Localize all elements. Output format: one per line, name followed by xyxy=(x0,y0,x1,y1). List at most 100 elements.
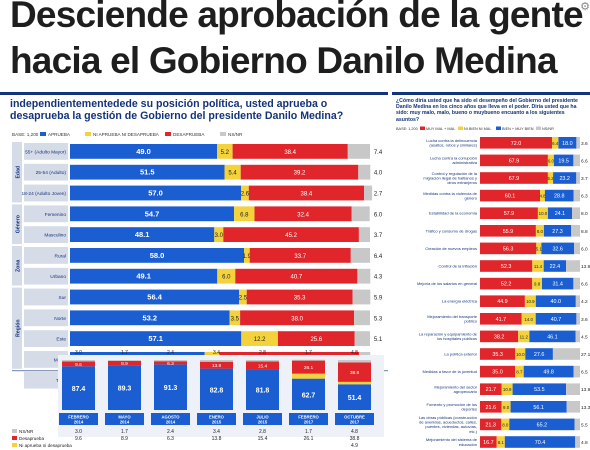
bar-segment xyxy=(277,331,355,346)
data-label: 40.7 xyxy=(291,275,303,281)
bar-segment xyxy=(241,331,278,346)
group-band xyxy=(12,142,22,203)
data-label: 14.0 xyxy=(524,317,533,322)
data-label: 25.6 xyxy=(310,337,322,343)
bar-segment xyxy=(70,268,218,284)
data-label: 53.5 xyxy=(534,387,545,393)
data-label: 18.0 xyxy=(562,141,573,147)
month-band xyxy=(59,413,98,425)
bar-segment xyxy=(501,383,513,395)
group-band xyxy=(12,204,22,244)
bar-segment xyxy=(480,313,522,325)
data-label: 5.9 xyxy=(374,296,383,302)
category-label: Estabilidad de la economía xyxy=(429,211,478,216)
trend-legend-value: 1.7 xyxy=(121,429,128,435)
trend-legend-value: 4.9 xyxy=(351,443,358,449)
bar-segment xyxy=(254,206,352,222)
data-label: 6.3 xyxy=(581,194,588,200)
data-label: 16.7 xyxy=(483,440,494,446)
base-label: BASE: 1,200 xyxy=(396,127,418,131)
legend-label: DESAPRUEBA xyxy=(173,132,205,137)
performance-question: ¿Cómo diría usted que ha sido el desempe… xyxy=(396,98,578,123)
bar-segment xyxy=(352,289,371,305)
data-label: 5.1 xyxy=(374,337,383,343)
data-label: 10.9 xyxy=(526,299,535,304)
trend-bar-segment xyxy=(338,381,371,385)
category-label: género xyxy=(465,195,478,200)
data-label: 6.6 xyxy=(581,158,588,164)
trend-bar-segment xyxy=(62,361,95,367)
month-band xyxy=(243,413,282,425)
data-label: 57.9 xyxy=(504,211,515,217)
bar-segment xyxy=(239,289,247,305)
bar-segment xyxy=(575,436,580,448)
data-label: 5.1 xyxy=(536,246,543,251)
bar-segment xyxy=(217,144,233,159)
bar-segment xyxy=(480,330,519,343)
trend-bar-segment xyxy=(246,361,279,370)
bar-segment xyxy=(354,331,370,346)
data-label: 8.0 xyxy=(537,229,544,234)
gear-icon[interactable]: ⚙ xyxy=(580,1,590,13)
bar-segment xyxy=(235,268,358,284)
category-label: Medidas contra la violencia de xyxy=(423,191,478,196)
trend-legend-value: 2.4 xyxy=(167,429,174,435)
bar-segment xyxy=(480,242,537,255)
category-label: educación xyxy=(459,442,477,447)
trend-bar-segment xyxy=(200,368,233,410)
category-band xyxy=(24,143,68,160)
year-label: 2015 xyxy=(258,420,268,425)
bar-segment xyxy=(552,348,580,360)
year-label: 2014 xyxy=(166,420,176,425)
bar-segment xyxy=(535,313,577,325)
month-band xyxy=(105,413,144,425)
data-label: 52.3 xyxy=(501,264,512,270)
bar-segment xyxy=(518,330,530,343)
bar-segment xyxy=(572,207,580,219)
bar-segment xyxy=(543,260,567,272)
bar-segment xyxy=(480,418,502,431)
bar-segment xyxy=(521,313,536,325)
bar-segment xyxy=(480,295,525,307)
data-label: 13.9 xyxy=(581,387,590,393)
data-label: 60.1 xyxy=(505,194,516,200)
trend-data-label: 89.3 xyxy=(118,386,132,393)
bar-segment xyxy=(241,185,249,201)
category-band xyxy=(24,288,68,306)
data-label: 49.8 xyxy=(543,370,554,376)
data-label: 24.1 xyxy=(555,211,566,217)
legend-label: NI APRUEBA NI DESAPRUEBA xyxy=(93,132,160,137)
data-label: 38.0 xyxy=(291,316,303,322)
bar-segment xyxy=(70,331,242,346)
approval-question: independientementedede su posición polít… xyxy=(10,98,344,122)
bar-segment xyxy=(70,310,230,326)
group-band xyxy=(12,246,22,286)
bar-segment xyxy=(357,268,371,284)
legend-swatch xyxy=(85,132,91,136)
bar-segment xyxy=(525,348,553,360)
trend-legend-value: 8.9 xyxy=(121,436,128,442)
bar-segment xyxy=(575,295,580,307)
trend-bar-segment xyxy=(154,364,187,410)
bar-segment xyxy=(547,207,572,219)
category-label: Control y regulación de la xyxy=(432,171,478,176)
bar-segment xyxy=(480,436,497,448)
year-label: 2017 xyxy=(304,420,314,425)
data-label: 48.1 xyxy=(135,230,150,239)
month-label: AGOSTO xyxy=(161,415,180,420)
category-band xyxy=(24,163,68,181)
data-label: 32.6 xyxy=(552,246,563,252)
bar-segment xyxy=(515,365,524,378)
data-label: 6.6 xyxy=(581,282,588,288)
bar-segment xyxy=(541,242,574,255)
legend-label: MUY MAL + MAL xyxy=(426,127,455,131)
month-label: FEBRERO xyxy=(68,415,89,420)
data-label: 5.5 xyxy=(581,422,588,428)
category-label: Las obras públicas (construcción xyxy=(419,415,477,420)
data-label: 19.5 xyxy=(558,158,569,164)
month-label: OCTUBRE xyxy=(344,415,365,420)
data-label: 57.1 xyxy=(148,334,163,343)
category-label: Rural xyxy=(55,253,66,259)
bar-segment xyxy=(480,207,538,219)
trend-legend-label: Ni aprueba ni desaprueba xyxy=(19,443,72,448)
